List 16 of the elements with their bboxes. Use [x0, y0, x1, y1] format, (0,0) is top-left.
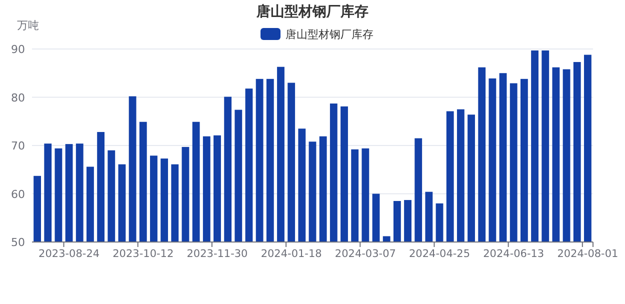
legend-label: 唐山型材钢厂库存	[286, 28, 374, 41]
y-axis-title: 万吨	[17, 19, 39, 32]
chart-title: 唐山型材钢厂库存	[256, 3, 368, 20]
y-tick-label: 80	[11, 91, 25, 104]
y-tick-label: 50	[11, 236, 25, 249]
x-tick-label: 2024-04-25	[409, 248, 470, 260]
x-tick-label: 2023-08-24	[38, 248, 100, 260]
x-tick-label: 2024-08-01	[557, 248, 618, 260]
y-tick-label: 60	[11, 188, 25, 201]
x-tick-label: 2023-10-12	[112, 248, 174, 260]
x-tick-label: 2023-11-30	[186, 248, 248, 260]
x-tick-label: 2024-01-18	[260, 248, 322, 260]
y-tick-label: 70	[11, 140, 25, 152]
x-tick-label: 2024-06-13	[483, 248, 544, 260]
y-tick-label: 90	[11, 43, 25, 56]
x-tick-label: 2024-03-07	[334, 248, 396, 260]
